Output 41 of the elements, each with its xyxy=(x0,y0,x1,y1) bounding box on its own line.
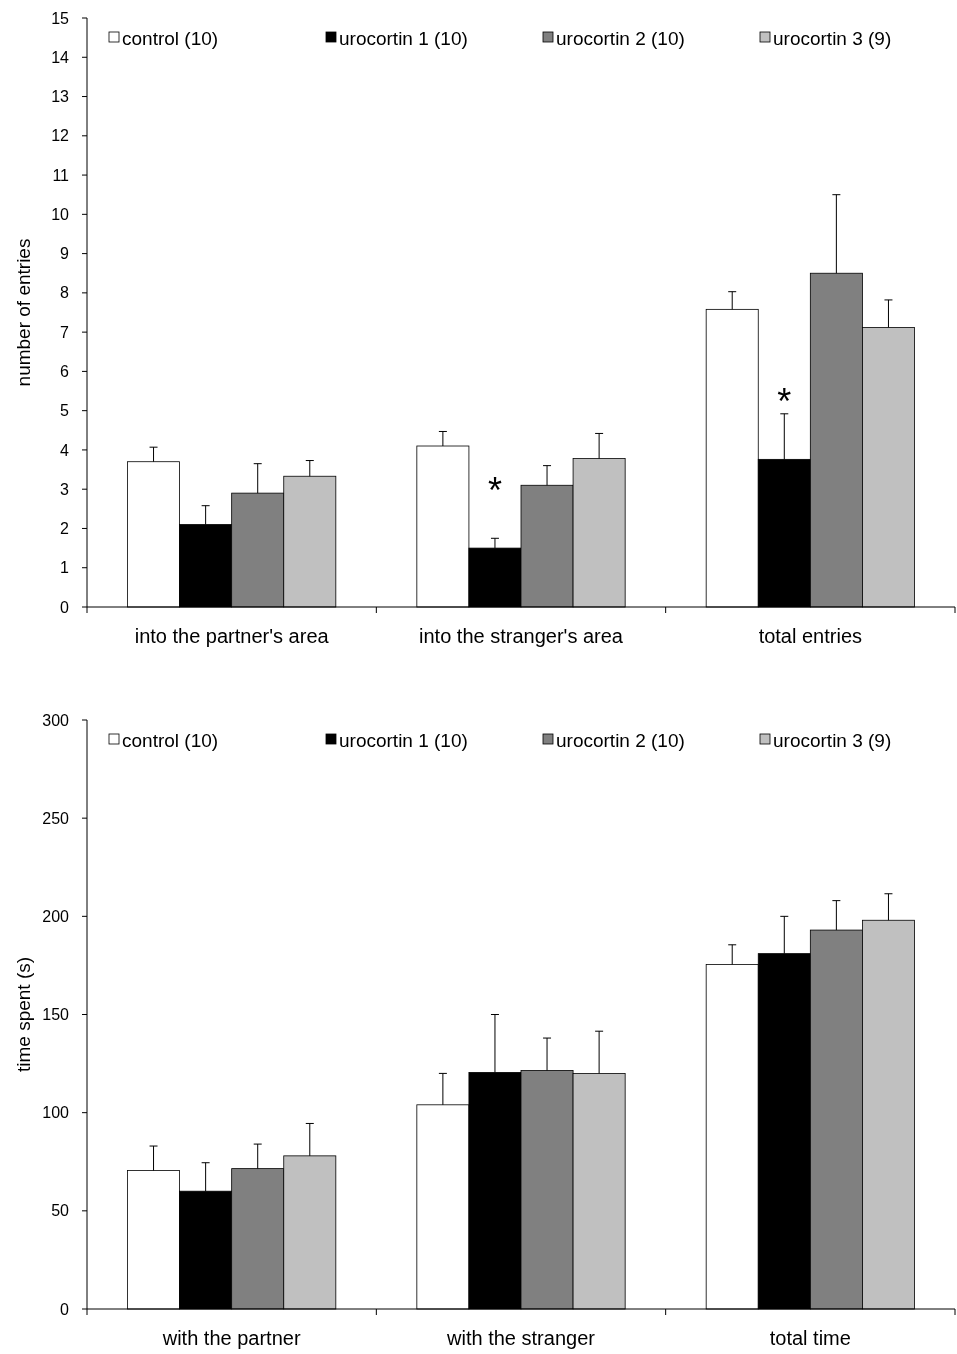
legend-label: urocortin 2 (10) xyxy=(556,27,685,49)
y-tick-label: 300 xyxy=(42,711,70,729)
x-tick-label: total entries xyxy=(758,625,863,647)
x-tick-label: total time xyxy=(769,1327,851,1349)
y-tick-label: 200 xyxy=(42,907,70,925)
y-tick-label: 2 xyxy=(60,520,70,538)
y-tick-label: 4 xyxy=(60,441,70,459)
y-axis-title: number of entries xyxy=(13,238,34,387)
y-tick-label: 10 xyxy=(51,205,70,223)
y-tick-label: 50 xyxy=(51,1202,70,1220)
y-tick-label: 15 xyxy=(51,9,70,27)
y-tick-label: 150 xyxy=(42,1006,70,1024)
y-tick-label: 1 xyxy=(60,559,70,577)
legend-label: urocortin 3 (9) xyxy=(773,27,892,49)
y-tick-label: 8 xyxy=(60,284,70,302)
y-tick-label: 3 xyxy=(60,480,70,498)
y-axis-title: time spent (s) xyxy=(13,956,34,1073)
y-tick-label: 250 xyxy=(42,809,70,827)
legend-label: control (10) xyxy=(122,729,219,751)
y-tick-label: 0 xyxy=(60,1300,70,1318)
x-tick-label: with the partner xyxy=(161,1327,301,1349)
x-tick-label: into the partner's area xyxy=(134,625,330,647)
y-tick-label: 14 xyxy=(51,48,70,66)
y-tick-label: 7 xyxy=(60,323,70,341)
y-tick-label: 13 xyxy=(51,88,70,106)
x-tick-label: with the stranger xyxy=(446,1327,596,1349)
y-tick-label: 9 xyxy=(60,245,70,263)
legend-label: urocortin 3 (9) xyxy=(773,729,892,751)
legend-label: urocortin 1 (10) xyxy=(339,729,468,751)
y-tick-label: 12 xyxy=(51,127,70,145)
y-tick-label: 5 xyxy=(60,402,70,420)
legend-label: control (10) xyxy=(122,27,219,49)
legend-label: urocortin 1 (10) xyxy=(339,27,468,49)
legend-label: urocortin 2 (10) xyxy=(556,729,685,751)
x-tick-label: into the stranger's area xyxy=(419,625,624,647)
y-tick-label: 100 xyxy=(42,1104,70,1122)
y-tick-label: 11 xyxy=(52,166,70,184)
y-tick-label: 6 xyxy=(60,363,70,380)
y-tick-label: 0 xyxy=(60,598,70,616)
annotation: * xyxy=(777,381,792,423)
annotation: * xyxy=(487,470,502,512)
